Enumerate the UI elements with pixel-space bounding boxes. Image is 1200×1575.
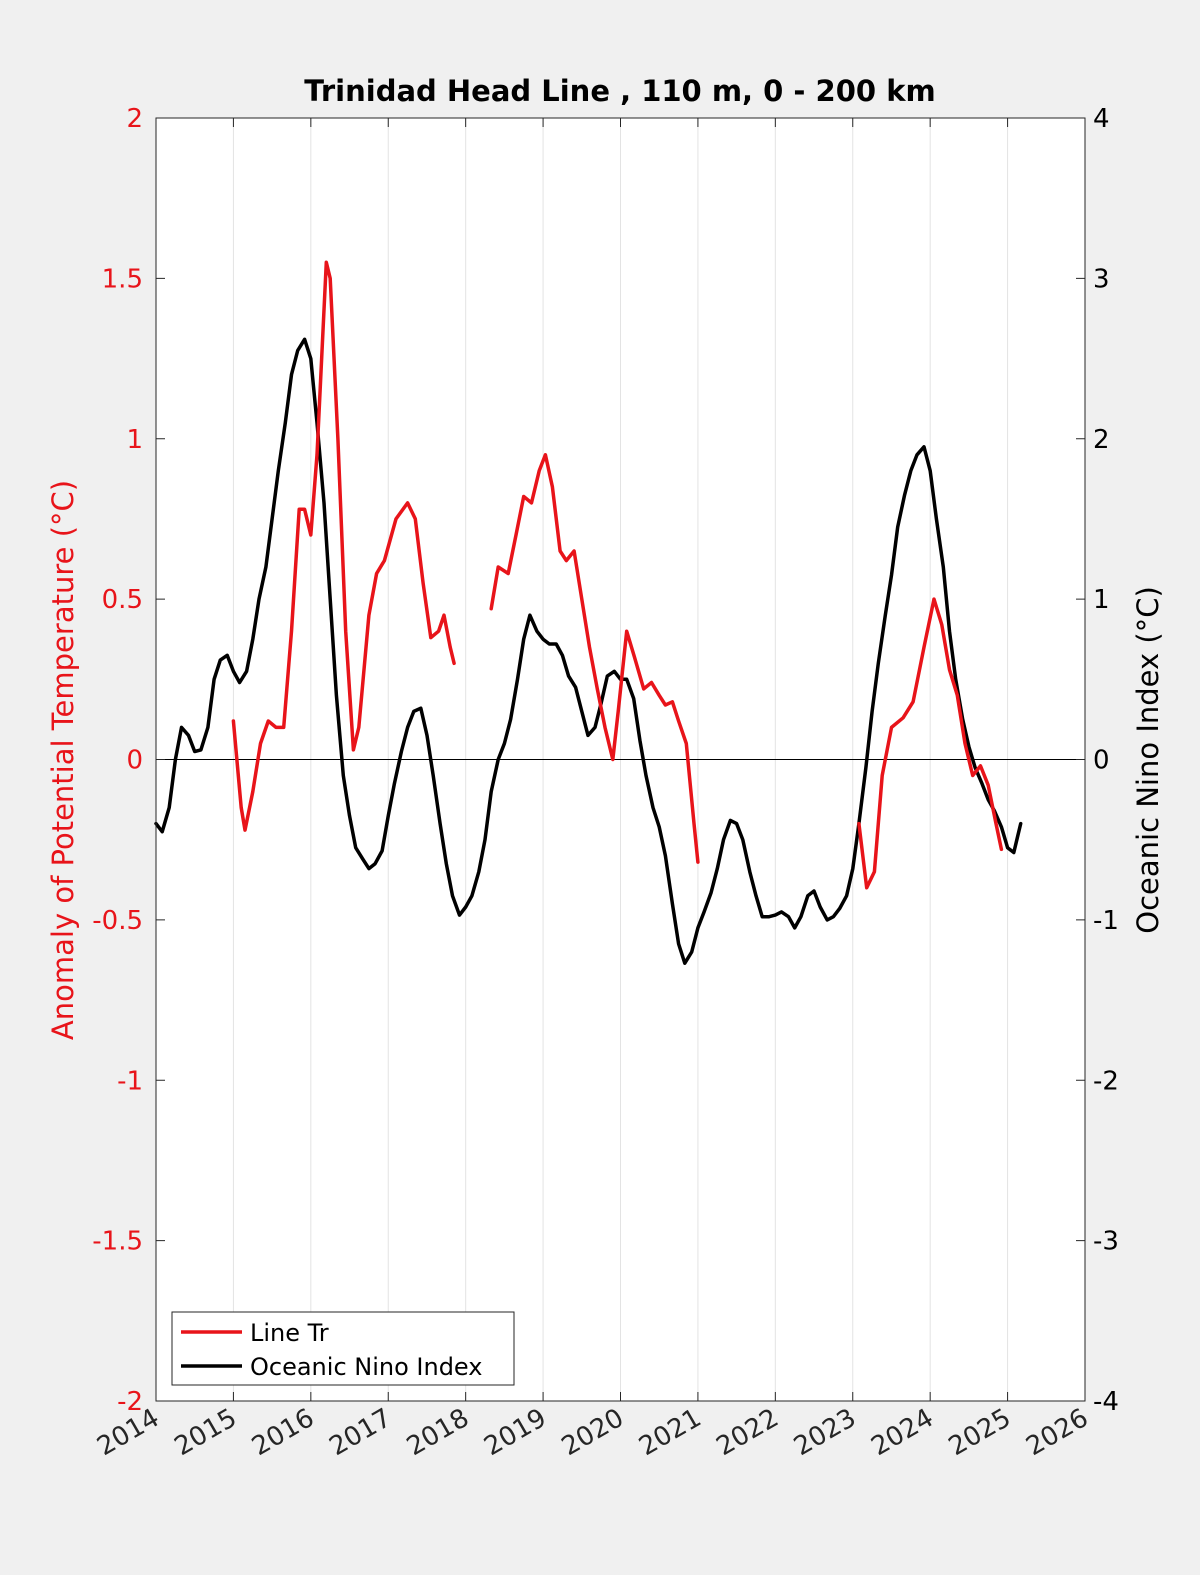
left-y-axis: 2 1.5 1 0.5 0 -0.5 -1 -1.5 -2 [92,104,165,1417]
left-tick-label: 2 [126,104,143,134]
x-tick-label: 2016 [247,1403,319,1462]
x-tick-label: 2022 [712,1403,784,1462]
right-tick-label: -3 [1093,1227,1119,1257]
x-tick-label: 2021 [634,1403,706,1462]
series-line-line-tr-segment-2 [489,453,700,864]
right-tick-label: 2 [1093,425,1110,455]
series-line-oceanic-nino-index-segment-1 [154,337,1023,965]
chart-title: Trinidad Head Line , 110 m, 0 - 200 km [304,74,935,108]
right-tick-label: -2 [1093,1066,1119,1096]
left-tick-label: -1.5 [92,1227,143,1257]
right-tick-label: 0 [1093,746,1110,776]
right-axis-label: Oceanic Nino Index (°C) [1131,586,1165,934]
x-tick-label: 2015 [170,1403,242,1462]
legend-label-line-tr: Line Tr [250,1319,329,1347]
right-tick-label: -4 [1093,1387,1119,1417]
left-tick-label: 1 [126,425,143,455]
x-tick-label: 2024 [866,1403,938,1462]
x-tick-label: 2018 [402,1403,474,1462]
x-tick-label: 2026 [1021,1403,1093,1462]
left-tick-label: -1 [117,1066,143,1096]
left-tick-label: -2 [117,1387,143,1417]
left-tick-label: 0 [126,746,143,776]
legend: Line Tr Oceanic Nino Index [171,1311,515,1386]
legend-box [171,1311,515,1386]
right-tick-label: 1 [1093,585,1110,615]
series-line-line-tr-segment-1 [231,260,456,832]
left-axis-label: Anomaly of Potential Temperature (°C) [46,480,80,1040]
x-tick-label: 2020 [557,1403,629,1462]
series-line-line-tr-segment-3 [857,597,1004,890]
right-tick-label: -1 [1093,906,1119,936]
left-tick-label: -0.5 [92,906,143,936]
x-tick-label: 2019 [479,1403,551,1462]
x-tick-label: 2025 [944,1403,1016,1462]
x-tick-label: 2023 [789,1403,861,1462]
right-tick-label: 3 [1093,264,1110,294]
left-tick-label: 0.5 [102,585,143,615]
left-tick-label: 1.5 [102,264,143,294]
series-lines [154,260,1023,965]
x-tick-label: 2017 [324,1403,396,1462]
legend-label-oni: Oceanic Nino Index [250,1353,482,1381]
right-tick-label: 4 [1093,104,1110,134]
right-y-axis: 4 3 2 1 0 -1 -2 -3 -4 [1076,104,1119,1417]
